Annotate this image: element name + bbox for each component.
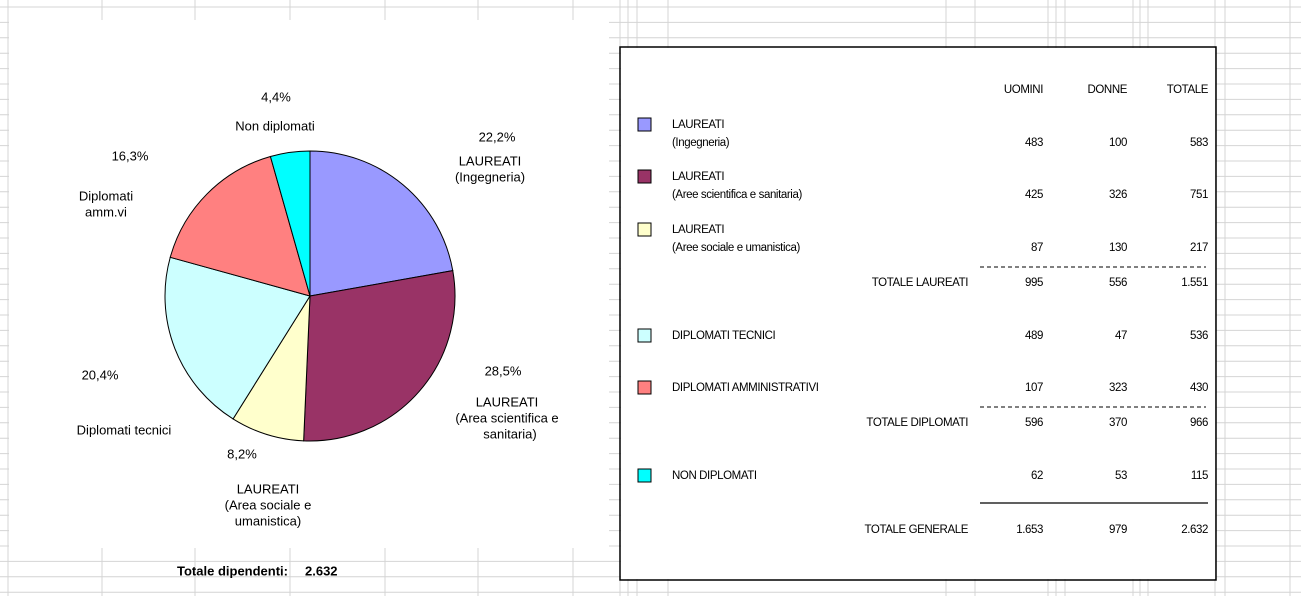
cell-value: 107 [1025, 382, 1043, 394]
slice-label: amm.vi [85, 204, 127, 219]
row-label: LAUREATI [672, 119, 724, 131]
slice-label: Diplomati tecnici [77, 422, 172, 437]
total-row-label: TOTALE DIPLOMATI [866, 417, 968, 429]
slice-label: Diplomati [79, 188, 133, 203]
pie-slice [269, 150, 311, 297]
total-row-label: TOTALE GENERALE [865, 524, 969, 536]
cell-value: 979 [1109, 524, 1127, 536]
cell-value: 323 [1109, 382, 1127, 394]
legend-swatch [637, 328, 652, 343]
slice-label: (Area sociale e [225, 497, 312, 512]
row-label: DIPLOMATI TECNICI [672, 330, 776, 342]
cell-value: 556 [1109, 277, 1127, 289]
cell-value: 425 [1025, 189, 1043, 201]
slice-label: LAUREATI [237, 481, 300, 496]
row-label: (Aree scientifica e sanitaria) [672, 189, 802, 201]
pie-slice [169, 155, 311, 297]
column-header: TOTALE [1167, 84, 1209, 96]
slice-percent: 22,2% [479, 129, 516, 144]
total-value: 2.632 [305, 563, 338, 578]
pie-slice [164, 256, 311, 420]
row-label: (Aree sociale e umanistica) [672, 242, 800, 254]
legend-swatch [637, 468, 652, 483]
cell-value: 596 [1025, 417, 1043, 429]
cell-value: 62 [1031, 470, 1043, 482]
legend-swatch [637, 222, 652, 237]
legend-swatch [637, 380, 652, 395]
pie-slice [309, 150, 454, 297]
legend-swatch [637, 169, 652, 184]
cell-value: 536 [1190, 330, 1208, 342]
slice-label: (Ingegneria) [455, 169, 525, 184]
cell-value: 430 [1190, 382, 1208, 394]
row-label: NON DIPLOMATI [672, 470, 757, 482]
legend-swatch [637, 117, 652, 132]
total-row-label: TOTALE LAUREATI [872, 277, 968, 289]
cell-value: 115 [1191, 470, 1208, 482]
row-label: DIPLOMATI AMMINISTRATIVI [672, 382, 819, 394]
slice-percent: 28,5% [485, 363, 522, 378]
cell-value: 483 [1025, 137, 1043, 149]
cell-value: 53 [1115, 470, 1127, 482]
slice-label: LAUREATI [459, 153, 522, 168]
row-label: (Ingegneria) [672, 137, 730, 149]
cell-value: 583 [1190, 137, 1208, 149]
cell-value: 370 [1109, 417, 1127, 429]
slice-label: LAUREATI [476, 394, 539, 409]
cell-value: 130 [1109, 242, 1127, 254]
row-label: LAUREATI [672, 171, 724, 183]
total-label: Totale dipendenti: [177, 563, 288, 578]
cell-value: 326 [1109, 189, 1127, 201]
column-header: DONNE [1087, 84, 1127, 96]
cell-value: 751 [1190, 189, 1208, 201]
cell-value: 2.632 [1181, 524, 1208, 536]
slice-label: umanistica) [235, 513, 301, 528]
pie-slice [303, 270, 456, 442]
slice-percent: 8,2% [227, 446, 257, 461]
slice-percent: 20,4% [82, 367, 119, 382]
cell-value: 100 [1109, 137, 1127, 149]
cell-value: 995 [1025, 277, 1043, 289]
slice-label: sanitaria) [483, 426, 536, 441]
slice-label: Non diplomati [235, 118, 315, 133]
column-header: UOMINI [1004, 84, 1043, 96]
slice-label: (Area scientifica e [455, 410, 558, 425]
slice-percent: 16,3% [112, 148, 149, 163]
cell-value: 1.551 [1181, 277, 1208, 289]
cell-value: 217 [1190, 242, 1208, 254]
row-label: LAUREATI [672, 224, 724, 236]
cell-value: 1.653 [1016, 524, 1043, 536]
slice-percent: 4,4% [261, 89, 291, 104]
cell-value: 489 [1025, 330, 1043, 342]
table-frame [619, 46, 1217, 581]
cell-value: 47 [1115, 330, 1127, 342]
cell-value: 966 [1190, 417, 1208, 429]
cell-value: 87 [1031, 242, 1043, 254]
table-area [621, 48, 1215, 579]
